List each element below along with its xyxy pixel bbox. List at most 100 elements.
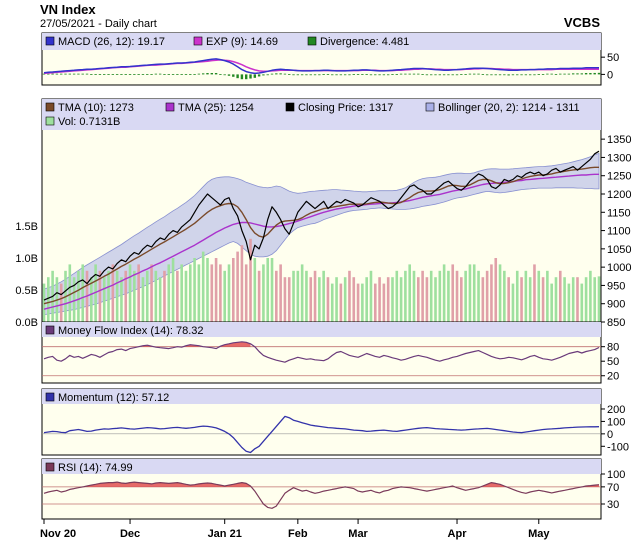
- divergence-bar: [524, 74, 528, 76]
- divergence-bar: [348, 74, 351, 76]
- volume-bar: [249, 238, 252, 322]
- rsi-overbought-fill: [482, 482, 505, 487]
- divergence-bar: [245, 74, 248, 80]
- volume-bar: [287, 277, 291, 322]
- divergence-bar: [391, 74, 394, 75]
- volume-bar: [206, 258, 209, 322]
- divergence-bar: [98, 74, 102, 75]
- divergence-bar: [94, 74, 97, 75]
- legend-swatch: [193, 36, 203, 46]
- divergence-bar: [580, 73, 583, 75]
- volume-bar: [322, 270, 325, 322]
- volume-bar: [593, 277, 596, 322]
- volume-bar: [309, 277, 313, 322]
- volume-bar: [77, 270, 80, 322]
- divergence-bar: [537, 74, 540, 75]
- divergence-bar: [180, 74, 183, 75]
- legend-label: Momentum (12): 57.12: [58, 392, 169, 404]
- legend-swatch: [425, 102, 435, 112]
- volume-bar: [214, 258, 218, 322]
- divergence-bar: [593, 72, 596, 75]
- volume-bar: [279, 264, 282, 322]
- divergence-bar: [516, 74, 519, 76]
- legend-swatch: [307, 36, 317, 46]
- divergence-bar: [64, 73, 67, 75]
- divergence-bar: [520, 74, 523, 76]
- volume-bar: [369, 270, 373, 322]
- volume-bar: [533, 264, 536, 322]
- divergence-bar: [51, 73, 54, 75]
- chart-panels: MACD (26, 12): 19.17 EXP (9): 14.69 Diverg…: [15, 32, 631, 540]
- volume-bar: [232, 258, 235, 322]
- volume-bar: [176, 270, 179, 322]
- volume-bar: [193, 258, 196, 322]
- volume-bar: [567, 283, 571, 322]
- volume-bar: [584, 277, 588, 322]
- divergence-bar: [485, 74, 489, 76]
- volume-bar: [107, 270, 110, 322]
- volume-bar: [421, 270, 424, 322]
- tma25-line: [43, 173, 599, 310]
- divergence-bar: [559, 73, 562, 75]
- volume-bar: [262, 264, 265, 322]
- divergence-bar: [503, 74, 506, 76]
- divergence-bar: [378, 74, 381, 76]
- divergence-bar: [318, 74, 321, 76]
- divergence-bar: [339, 74, 343, 76]
- volume-bar: [300, 264, 304, 322]
- volume-bar: [197, 264, 201, 322]
- volume-bar: [503, 270, 506, 322]
- divergence-bar: [257, 74, 261, 77]
- momentum-tick-label: -100: [607, 441, 629, 453]
- divergence-bar: [227, 74, 231, 76]
- volume-bar: [554, 277, 558, 322]
- legend-label: Money Flow Index (14): 78.32: [58, 325, 204, 337]
- volume-bar: [490, 264, 493, 322]
- divergence-bar: [331, 74, 334, 76]
- divergence-bar: [201, 73, 205, 75]
- divergence-bar: [68, 73, 72, 75]
- x-tick-label: Jan 21: [208, 528, 242, 540]
- divergence-bar: [361, 74, 364, 75]
- volume-bar: [597, 276, 601, 322]
- divergence-bar: [434, 74, 437, 76]
- legend-bar: [42, 389, 601, 404]
- volume-bar: [167, 264, 171, 322]
- legend-swatch: [165, 102, 175, 112]
- divergence-bar: [171, 74, 175, 75]
- divergence-bar: [305, 74, 308, 76]
- volume-bar: [94, 264, 97, 322]
- divergence-bar: [356, 74, 360, 75]
- legend-bar: [42, 99, 601, 130]
- legend-label: Divergence: 4.481: [320, 36, 409, 48]
- volume-bar: [219, 264, 222, 322]
- divergence-bar: [300, 74, 304, 76]
- price-tick-label: 1150: [607, 207, 631, 219]
- volume-bar: [494, 258, 498, 322]
- volume-bar: [154, 270, 158, 322]
- volume-tick-label: 0.5B: [15, 285, 38, 297]
- volume-bar: [47, 277, 50, 322]
- divergence-bar: [442, 74, 446, 76]
- divergence-bar: [460, 74, 463, 75]
- divergence-bar: [107, 74, 110, 75]
- volume-bar: [244, 264, 248, 322]
- legend-label: TMA (10): 1273: [58, 102, 134, 114]
- volume-bar: [378, 277, 381, 322]
- legend-bar: [42, 33, 601, 50]
- volume-bar: [201, 251, 205, 322]
- divergence-bar: [477, 73, 480, 75]
- divergence-bar: [167, 74, 170, 75]
- volume-bar: [576, 277, 579, 322]
- volume-bar: [464, 270, 467, 322]
- divergence-bar: [146, 74, 149, 75]
- volume-bar: [348, 270, 351, 322]
- divergence-bar: [421, 74, 424, 75]
- divergence-bar: [206, 73, 209, 75]
- x-tick-label: May: [528, 528, 550, 540]
- price-tick-label: 850: [607, 317, 625, 329]
- divergence-bar: [412, 73, 416, 75]
- divergence-bar: [382, 74, 386, 76]
- divergence-bar: [184, 74, 188, 75]
- divergence-bar: [60, 73, 63, 75]
